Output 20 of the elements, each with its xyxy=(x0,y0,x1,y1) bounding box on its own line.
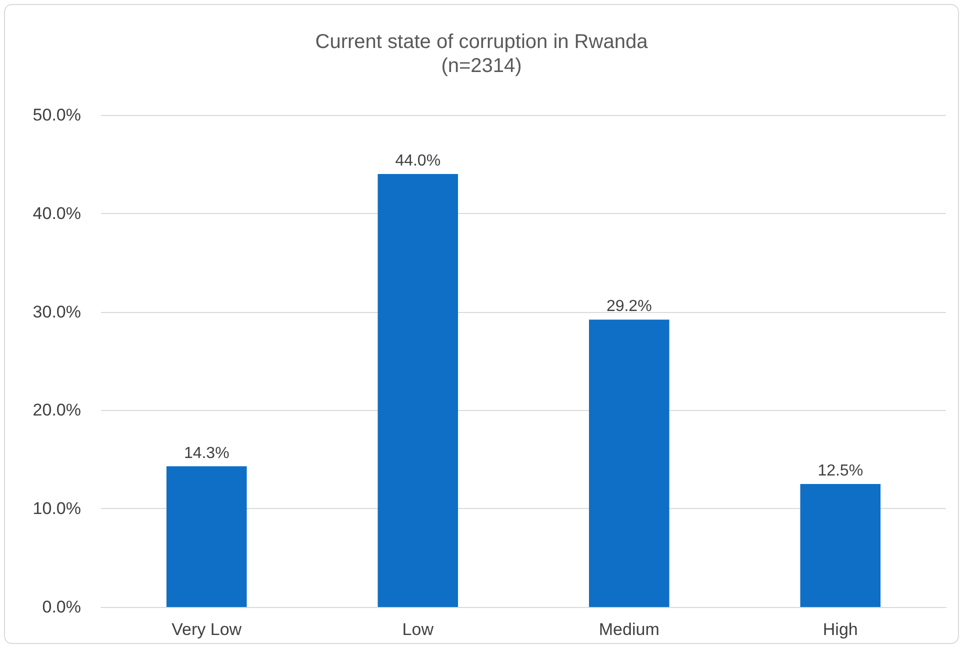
bar xyxy=(378,174,458,607)
y-tick-label: 40.0% xyxy=(32,204,81,223)
data-label: 14.3% xyxy=(184,444,230,462)
y-tick-label: 10.0% xyxy=(32,499,81,518)
x-tick-label: Medium xyxy=(598,620,660,639)
y-tick-label: 30.0% xyxy=(32,302,81,322)
data-label: 29.2% xyxy=(606,298,652,316)
y-tick-label: 20.0% xyxy=(32,400,81,420)
data-label: 44.0% xyxy=(395,152,441,170)
x-tick-label: Very Low xyxy=(172,620,242,639)
bar xyxy=(166,466,247,607)
chart-subtitle: (n=2314) xyxy=(441,55,522,77)
bar xyxy=(800,484,881,607)
data-label: 12.5% xyxy=(818,462,864,480)
x-tick-label: High xyxy=(822,620,858,639)
chart-title: Current state of corruption in Rwanda xyxy=(315,31,649,53)
bar xyxy=(588,320,670,607)
x-tick-label: Low xyxy=(402,620,434,639)
y-tick-label: 0.0% xyxy=(42,598,81,616)
y-tick-label: 50.0% xyxy=(32,106,81,124)
